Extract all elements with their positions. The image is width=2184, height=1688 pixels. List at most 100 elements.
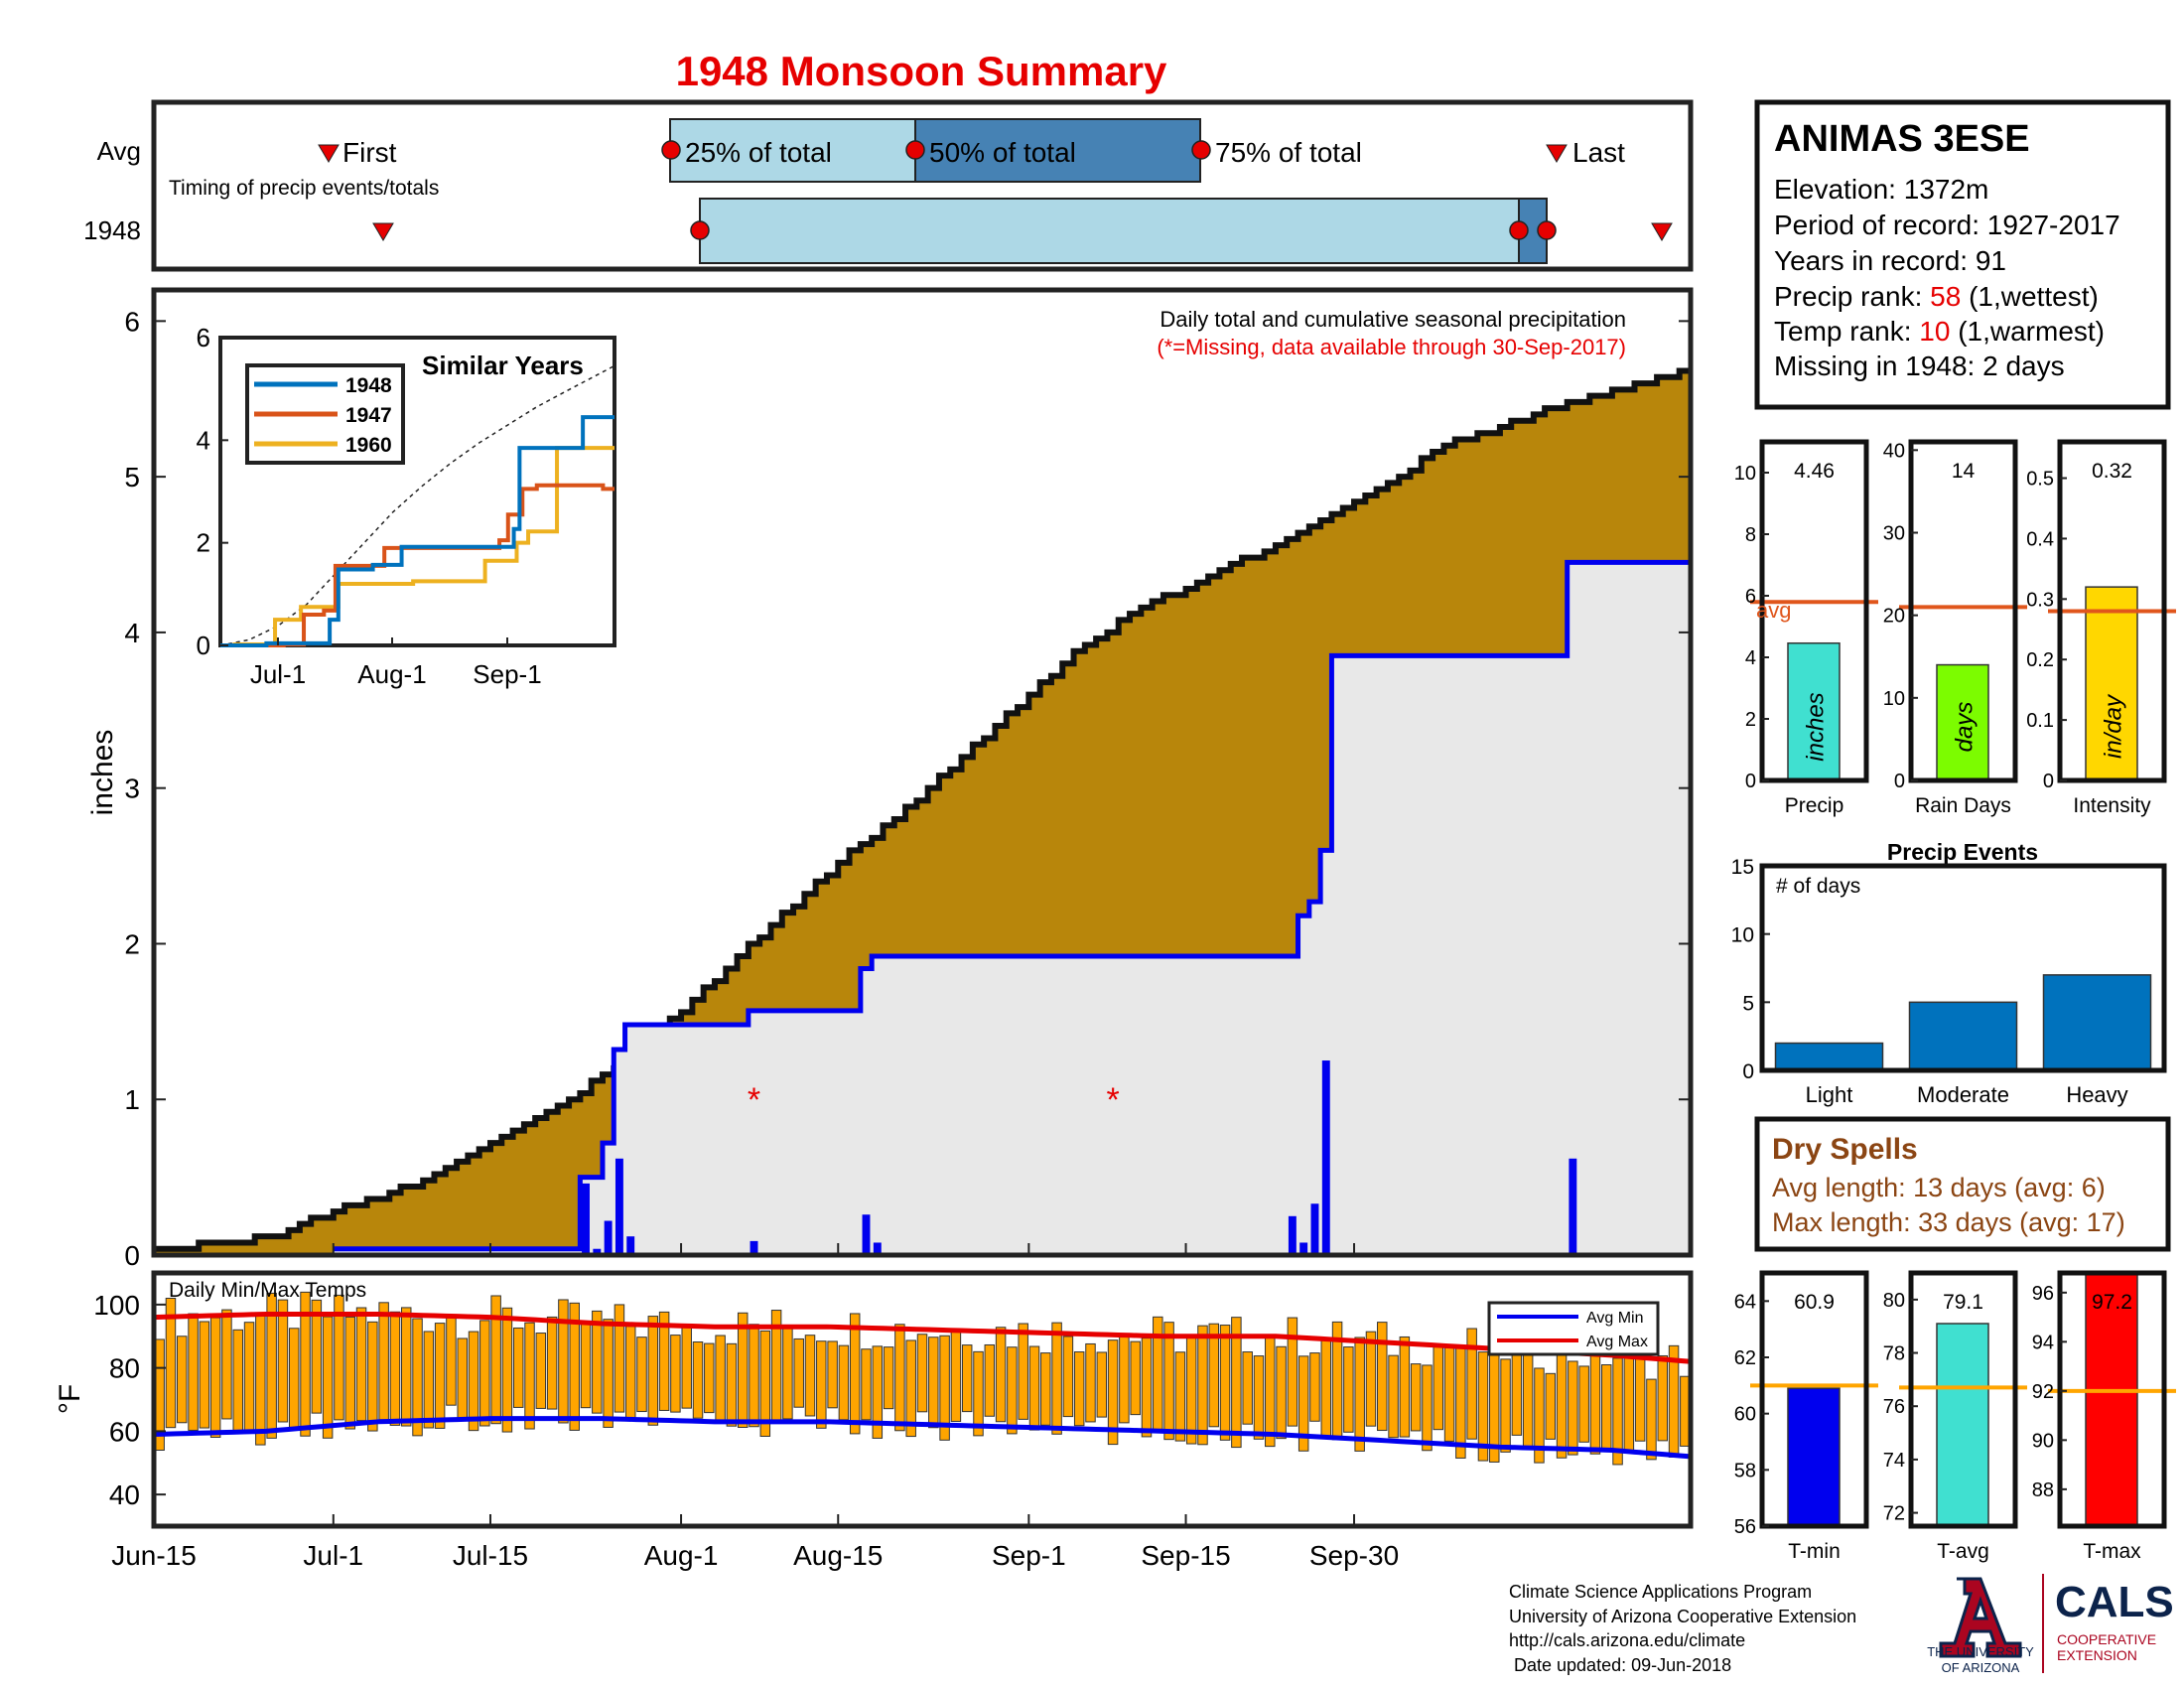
stat-category-label: Rain Days	[1915, 794, 2011, 817]
daily-temp-bar	[412, 1318, 423, 1437]
daily-temp-bar	[614, 1304, 625, 1413]
daily-temp-bar	[188, 1313, 199, 1431]
stat-panel-intensity: 0.32 in/day Intensity 0 0.1 0.2 0.3 0.4 0.5	[2026, 439, 2176, 817]
temp-stat-frame	[1908, 1270, 2018, 1529]
daily-precip-bar	[626, 1236, 635, 1255]
station-years: Years in record: 91	[1774, 245, 2006, 276]
daily-temp-bar	[524, 1322, 535, 1430]
temp-stat-bar-tmin	[1787, 1387, 1841, 1527]
daily-temp-bar	[849, 1313, 861, 1435]
station-precip-rank: Precip rank: 58 (1,wettest)	[1774, 281, 2099, 312]
daily-precip-bar	[1288, 1215, 1297, 1255]
temp-stat-y-tick-label: 78	[1883, 1343, 1905, 1365]
temp-stat-y-tick-label: 92	[2032, 1381, 2054, 1403]
inset-title: Similar Years	[422, 351, 584, 380]
daily-temp-bar	[916, 1334, 928, 1413]
daily-temp-bar	[1388, 1354, 1399, 1439]
temp-stat-bar-tmax	[2085, 1272, 2138, 1527]
daily-temp-bar	[546, 1316, 558, 1410]
daily-temp-bar	[512, 1327, 524, 1408]
precip-rank-prefix: Precip rank:	[1774, 281, 1930, 312]
stat-y-tick-label: 0	[1745, 771, 1756, 792]
stat-bar-raindays	[1936, 663, 1989, 781]
events-bar-moderate	[1908, 1001, 2018, 1071]
daily-temp-bar	[1320, 1337, 1332, 1440]
daily-temp-bar	[266, 1292, 277, 1439]
stat-y-tick-label: 0.2	[2026, 649, 2054, 671]
daily-temp-bar	[423, 1331, 435, 1429]
inset-legend-label: 1948	[345, 374, 392, 397]
daily-temp-bar	[715, 1335, 726, 1424]
daily-temp-bar	[1568, 1360, 1578, 1456]
daily-temp-bar	[490, 1295, 501, 1425]
daily-temp-bar	[311, 1299, 323, 1414]
daily-temp-bar	[1500, 1358, 1511, 1453]
daily-temp-bar	[1455, 1346, 1466, 1459]
daily-temp-bar	[209, 1317, 221, 1438]
timing-year-p50-marker	[1509, 220, 1529, 240]
daily-temp-bar	[793, 1337, 804, 1408]
timing-year-first-marker	[372, 222, 394, 241]
temps-y-tick-label: 100	[93, 1290, 140, 1321]
daily-precip-bar	[593, 1248, 602, 1255]
dry-spells-avg: Avg length: 13 days (avg: 6)	[1772, 1173, 2106, 1202]
stat-y-tick-label: 0	[1894, 771, 1905, 792]
station-elevation: Elevation: 1372m	[1774, 174, 1988, 205]
main-y-ticks: 0 1 2 3 4 5 6	[124, 306, 1691, 1271]
daily-temp-bar	[872, 1345, 884, 1439]
temp-rank-value: 10	[1919, 316, 1950, 347]
daily-temp-bar	[782, 1327, 793, 1420]
stat-y-tick-label: 0.3	[2026, 589, 2054, 611]
main-annotation-line2: (*=Missing, data available through 30-Se…	[1157, 335, 1626, 359]
stat-panel-raindays: 14 days Rain Days 0 10 20 30 40	[1883, 439, 2027, 817]
daily-temp-bar	[1051, 1322, 1062, 1435]
daily-temp-bar	[1242, 1351, 1253, 1425]
main-y-tick-label: 5	[124, 462, 140, 492]
stat-y-tick-label: 8	[1745, 524, 1756, 546]
daily-temp-bar	[558, 1299, 569, 1424]
daily-temp-bar	[400, 1307, 412, 1427]
daily-temp-bar	[1073, 1351, 1085, 1427]
stat-y-tick-label: 0.4	[2026, 528, 2054, 550]
daily-temp-bar	[1354, 1336, 1365, 1452]
daily-temp-bar	[300, 1291, 311, 1437]
cals-logo-sub1: COOPERATIVE	[2057, 1631, 2156, 1647]
temps-y-tick-label: 40	[109, 1479, 140, 1510]
daily-temp-bar	[749, 1324, 759, 1428]
daily-temp-bar	[1130, 1340, 1141, 1416]
stat-y-tick-label: 10	[1734, 463, 1756, 485]
timing-first-label: First	[342, 137, 397, 168]
stat-y-tick-label: 20	[1883, 606, 1905, 628]
daily-temp-bar	[1197, 1325, 1208, 1446]
daily-temp-bar	[1185, 1334, 1197, 1445]
daily-temp-bar	[446, 1316, 457, 1406]
temps-panel-frame	[151, 1270, 1694, 1529]
inset-x-ticks: Jul-1 Aug-1 Sep-1	[250, 637, 542, 689]
daily-temp-bar	[759, 1330, 771, 1437]
daily-temp-bar	[479, 1320, 490, 1427]
date-axis-label: Aug-1	[644, 1540, 719, 1571]
main-annotation-line1: Daily total and cumulative seasonal prec…	[1160, 307, 1626, 332]
daily-temp-bar	[950, 1329, 962, 1422]
timing-avg-p75-marker	[1191, 140, 1211, 160]
stat-y-tick-label: 0.5	[2026, 469, 2054, 491]
daily-temp-bar	[1253, 1355, 1265, 1440]
dry-spells-max: Max length: 33 days (avg: 17)	[1772, 1207, 2125, 1237]
events-y-tick-label: 0	[1742, 1060, 1754, 1083]
daily-temp-bar	[1040, 1352, 1051, 1426]
events-bar-heavy	[2042, 974, 2152, 1071]
temps-label: Daily Min/Max Temps	[169, 1279, 366, 1302]
daily-temp-bar	[816, 1340, 827, 1429]
footer-line2: University of Arizona Cooperative Extens…	[1509, 1607, 1856, 1626]
daily-temp-bar	[177, 1336, 188, 1424]
events-title: Precip Events	[1887, 839, 2038, 865]
daily-temp-bar	[804, 1335, 816, 1417]
daily-temp-bar	[322, 1316, 334, 1439]
main-y-tick-label: 4	[124, 618, 140, 648]
inset-x-tick-label: Aug-1	[357, 659, 426, 689]
daily-temp-bar	[905, 1339, 916, 1438]
daily-temp-bar	[838, 1344, 850, 1421]
daily-temp-bar	[334, 1294, 344, 1421]
daily-temp-bar	[827, 1340, 838, 1409]
timing-year-p25-marker	[690, 220, 710, 240]
